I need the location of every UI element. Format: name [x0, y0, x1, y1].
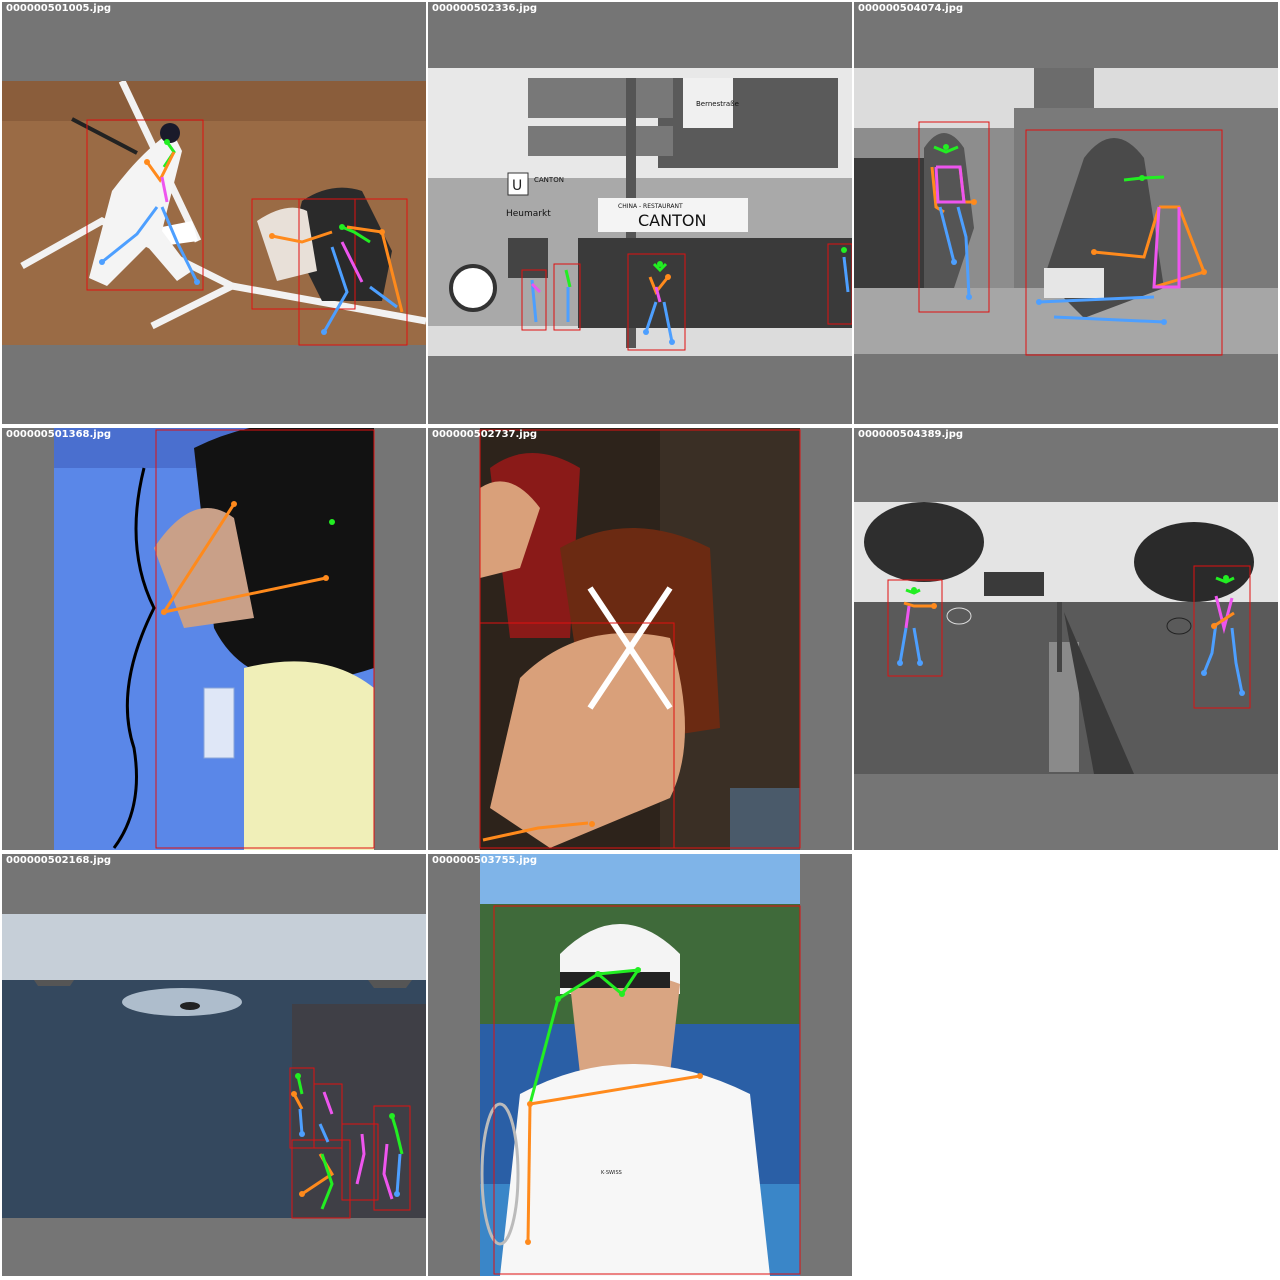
tile-filename: 000000501005.jpg: [6, 3, 112, 14]
pose-overlay: [86, 119, 408, 346]
tile-5[interactable]: 000000502737.jpg: [428, 428, 852, 850]
pose-overlay: [289, 1067, 411, 1219]
tile-filename: 000000502168.jpg: [6, 855, 112, 866]
tile-filename: 000000503755.jpg: [432, 855, 538, 866]
shirt-logo: K·SWISS: [601, 1170, 622, 1176]
photo-tennis-player: [480, 854, 800, 1276]
photo-badminton: [854, 502, 1278, 774]
tile-filename: 000000502737.jpg: [432, 429, 538, 440]
photo-wet-hair: [54, 428, 374, 850]
pose-overlay: [479, 429, 801, 849]
tile-7[interactable]: 000000502168.jpg: [2, 854, 426, 1276]
tile-6[interactable]: 000000504389.jpg: [854, 428, 1278, 850]
heumarkt-sign: Heumarkt: [506, 209, 551, 219]
u-sign: U: [512, 178, 522, 194]
photo-pastry: [480, 428, 800, 850]
tile-filename: 000000501368.jpg: [6, 429, 112, 440]
tile-filename: 000000504389.jpg: [858, 429, 964, 440]
pose-overlay: K·SWISS: [493, 905, 801, 1275]
photo-ship-deck: [2, 914, 426, 1218]
tile-8[interactable]: 000000503755.jpg K·SWISS: [428, 854, 852, 1276]
photo-street: U Heumarkt CANTON CHINA - RESTAURANT CAN…: [428, 68, 852, 356]
tile-3[interactable]: 000000504074.jpg: [854, 2, 1278, 424]
pose-overlay: [521, 243, 852, 351]
pose-overlay: [887, 565, 1251, 709]
photo-laptop-garden: [854, 68, 1278, 354]
tile-1[interactable]: 000000501005.jpg: [2, 2, 426, 424]
tile-filename: 000000502336.jpg: [432, 3, 538, 14]
arrow-sign: Bernestraße: [696, 100, 739, 108]
tile-2[interactable]: 000000502336.jpg U Heumarkt CANTON CHINA…: [428, 2, 852, 424]
restaurant-name: CANTON: [638, 211, 706, 230]
canton-small: CANTON: [534, 176, 564, 184]
restaurant-banner: CHINA - RESTAURANT: [618, 203, 683, 210]
pose-overlay: [918, 121, 1223, 356]
empty-grid-cell: [856, 856, 1280, 1280]
pose-overlay: [155, 429, 375, 849]
tile-4[interactable]: 000000501368.jpg: [2, 428, 426, 850]
tile-filename: 000000504074.jpg: [858, 3, 964, 14]
